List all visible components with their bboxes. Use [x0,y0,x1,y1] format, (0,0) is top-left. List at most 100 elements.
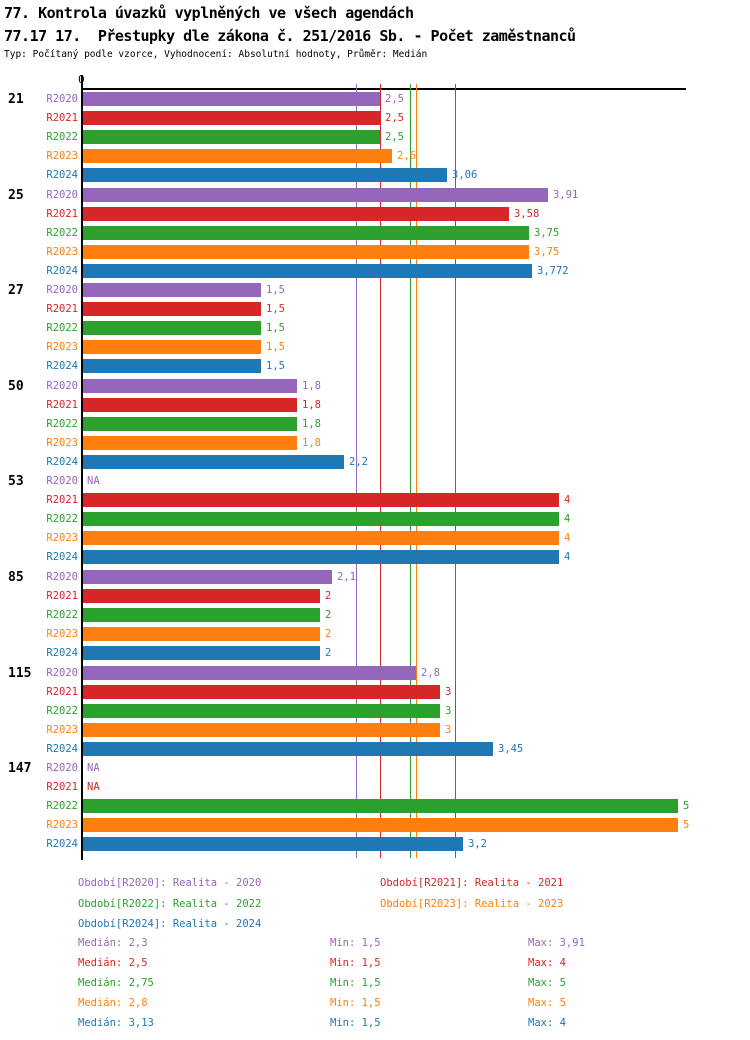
bar-value-label: 4 [564,551,571,563]
row-label: R2022 [46,322,78,334]
bar [83,226,529,240]
bar-value-label: 2,8 [421,667,440,679]
bar [83,589,320,603]
bar-value-label: 4 [564,513,571,525]
row-label: R2021 [46,686,78,698]
stat-max-R2020: Max: 3,91 [528,937,585,949]
bar [83,436,297,450]
row-label: R2021 [46,112,78,124]
group-label: 25 [8,188,24,203]
row-label: R2021 [46,303,78,315]
median-line-R2020 [356,84,357,858]
row-label: R2020 [46,571,78,583]
row-label: R2022 [46,800,78,812]
legend-item-R2021: Období[R2021]: Realita - 2021 [380,877,564,889]
metric-subtitle: Typ: Počítaný podle vzorce, Vyhodnocení:… [4,49,428,60]
row-label: R2024 [46,456,78,468]
bar-value-label: 2 [325,590,332,602]
row-label: R2020 [46,380,78,392]
bar [83,283,261,297]
bar [83,666,416,680]
bar-value-label: 2 [325,647,332,659]
bar [83,493,559,507]
row-label: R2024 [46,838,78,850]
stat-min-R2023: Min: 1,5 [330,997,381,1009]
bar-value-label: 1,8 [302,380,321,392]
row-label: R2022 [46,513,78,525]
legend-item-R2023: Období[R2023]: Realita - 2023 [380,898,564,910]
median-line-R2024 [455,84,456,858]
bar [83,646,320,660]
stat-max-R2024: Max: 4 [528,1017,566,1029]
report-title: 77. Kontrola úvazků vyplněných ve všech … [4,4,414,22]
bar [83,627,320,641]
bar [83,111,380,125]
group-label: 147 [8,761,32,776]
bar [83,818,678,832]
row-label: R2020 [46,93,78,105]
bar-value-label: 2,1 [337,571,356,583]
bar-value-label: 3 [445,705,452,717]
bar [83,531,559,545]
bar-value-label: 2,5 [385,112,404,124]
bar [83,302,261,316]
bar-value-label: 4 [564,494,571,506]
bar [83,704,440,718]
bar [83,570,332,584]
bar-value-label: 1,5 [266,303,285,315]
stat-max-R2021: Max: 4 [528,957,566,969]
bar [83,130,380,144]
bar [83,455,344,469]
na-label: NA [87,781,100,793]
bar-value-label: 3,2 [468,838,487,850]
bar [83,149,392,163]
stat-min-R2020: Min: 1,5 [330,937,381,949]
row-label: R2023 [46,532,78,544]
stat-min-R2021: Min: 1,5 [330,957,381,969]
metric-title: 77.17 17. Přestupky dle zákona č. 251/20… [4,27,576,45]
bar-value-label: 1,5 [266,284,285,296]
bar-value-label: 2,2 [349,456,368,468]
stat-median-R2022: Medián: 2,75 [78,977,154,989]
bar-value-label: 4 [564,532,571,544]
bar [83,379,297,393]
row-label: R2021 [46,208,78,220]
bar-value-label: 3,75 [534,227,560,239]
bar-value-label: 3,772 [537,265,569,277]
bar [83,245,529,259]
row-label: R2024 [46,551,78,563]
bar-value-label: 1,5 [266,360,285,372]
row-label: R2021 [46,494,78,506]
bar-value-label: 1,5 [266,341,285,353]
row-label: R2022 [46,609,78,621]
row-label: R2023 [46,628,78,640]
row-label: R2021 [46,399,78,411]
bar [83,417,297,431]
bar [83,512,559,526]
bar [83,685,440,699]
bar [83,799,678,813]
bar-value-label: 1,8 [302,437,321,449]
row-label: R2024 [46,743,78,755]
bar [83,837,463,851]
row-label: R2024 [46,360,78,372]
row-label: R2024 [46,647,78,659]
bar [83,340,261,354]
bar [83,168,447,182]
stat-median-R2023: Medián: 2,8 [78,997,148,1009]
row-label: R2020 [46,189,78,201]
bar [83,321,261,335]
bar [83,723,440,737]
bar-value-label: 5 [683,800,690,812]
bar-value-label: 3,75 [534,246,560,258]
stat-median-R2021: Medián: 2,5 [78,957,148,969]
x-axis-line [82,88,686,90]
stat-max-R2022: Max: 5 [528,977,566,989]
bar [83,188,548,202]
bar [83,742,493,756]
row-label: R2020 [46,667,78,679]
stat-min-R2022: Min: 1,5 [330,977,381,989]
row-label: R2022 [46,705,78,717]
